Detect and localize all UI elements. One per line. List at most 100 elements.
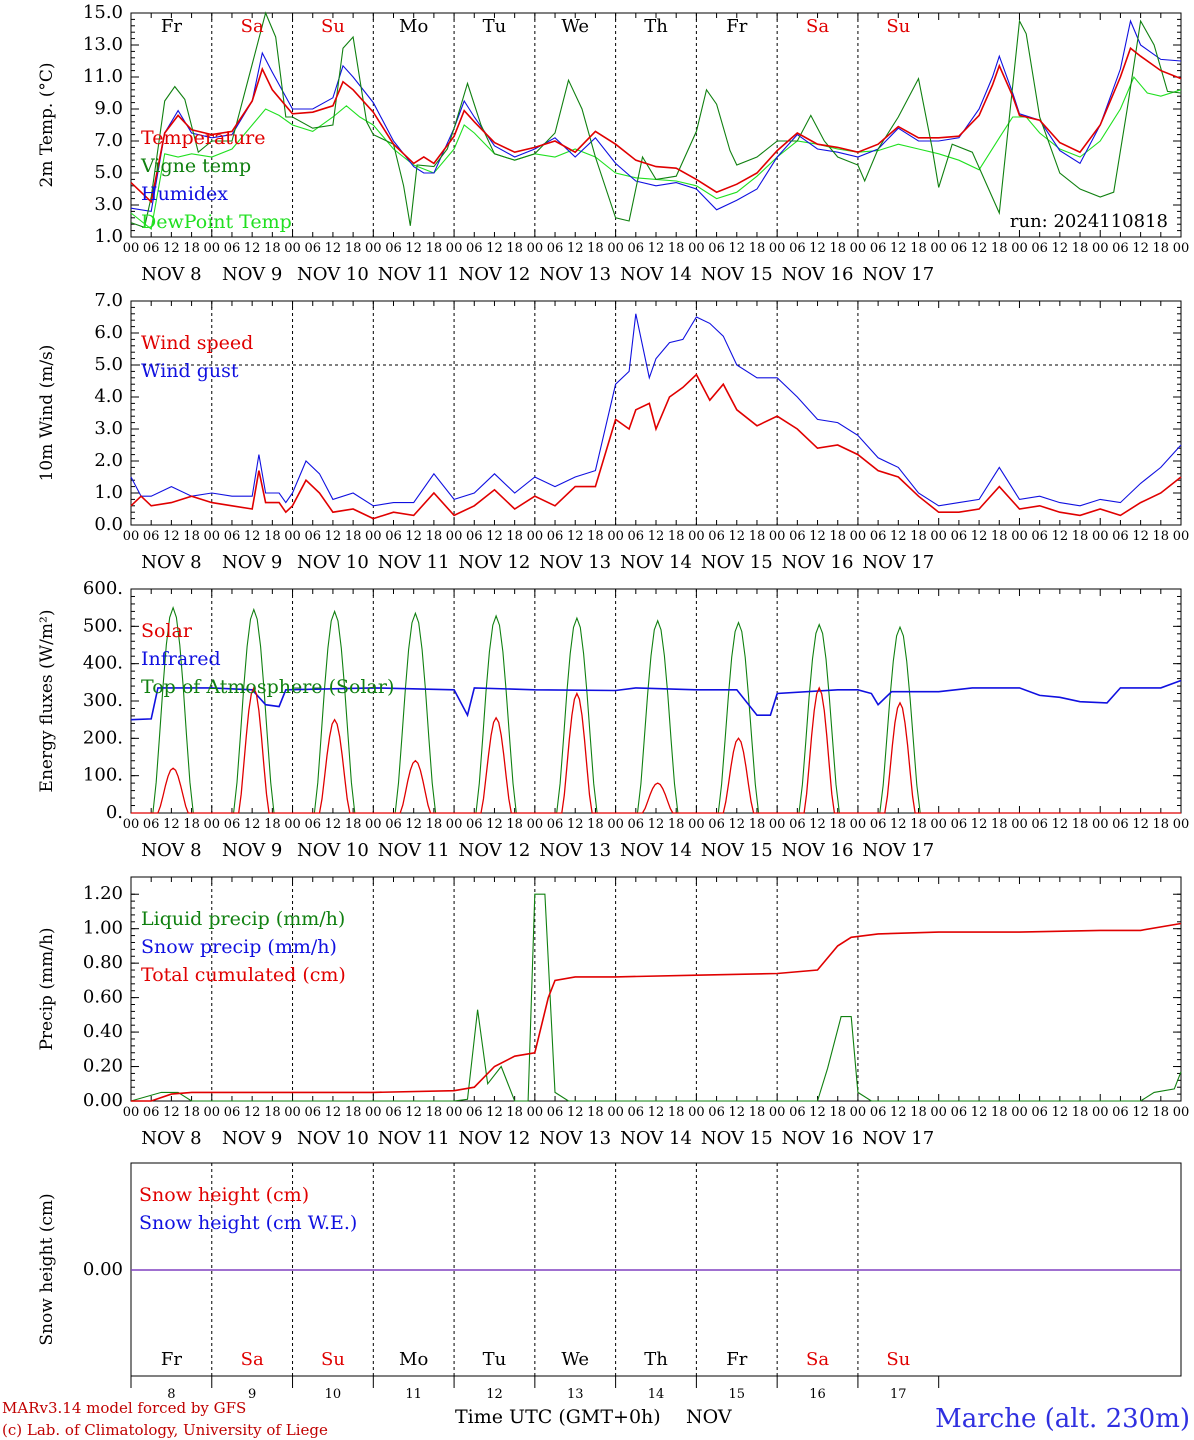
y-tick-label: 100. <box>83 765 123 786</box>
x-tick-label: 18 <box>506 1105 523 1120</box>
x-tick-label: 00 <box>527 241 544 256</box>
x-tick-label: 12 <box>971 529 988 544</box>
day-number: 17 <box>890 1387 907 1402</box>
legend-top-of-atmosphere-solar: Top of Atmosphere (Solar) <box>141 676 394 698</box>
y-tick-label: 0.20 <box>83 1056 123 1077</box>
x-tick-label: 18 <box>1153 1105 1170 1120</box>
x-tick-label: 18 <box>345 817 362 832</box>
x-tick-label: 00 <box>1173 529 1190 544</box>
x-tick-label: 00 <box>203 529 220 544</box>
x-tick-label: 12 <box>890 529 907 544</box>
x-tick-label: 18 <box>587 817 604 832</box>
y-tick-label: 0.0 <box>94 514 123 535</box>
date-label: NOV 17 <box>862 1128 934 1149</box>
x-tick-label: 18 <box>426 529 443 544</box>
x-tick-label: 06 <box>1112 241 1129 256</box>
x-tick-label: 06 <box>466 241 483 256</box>
x-tick-label: 00 <box>446 529 463 544</box>
x-tick-label: 12 <box>486 529 503 544</box>
day-name: Fr <box>161 1349 182 1370</box>
date-label: NOV 16 <box>782 1128 854 1149</box>
date-label: NOV 13 <box>539 264 611 285</box>
y-tick-label: 0.00 <box>83 1090 123 1111</box>
x-tick-label: 00 <box>688 1105 705 1120</box>
x-tick-label: 06 <box>547 241 564 256</box>
day-number: 13 <box>567 1387 584 1402</box>
x-tick-label: 18 <box>587 529 604 544</box>
x-tick-label: 06 <box>304 241 321 256</box>
x-tick-label: 18 <box>587 1105 604 1120</box>
x-tick-label: 06 <box>1112 1105 1129 1120</box>
x-tick-label: 06 <box>1112 529 1129 544</box>
x-tick-label: 06 <box>870 1105 887 1120</box>
x-tick-label: 00 <box>1092 241 1109 256</box>
x-tick-label: 06 <box>951 529 968 544</box>
date-label: NOV 15 <box>701 1128 773 1149</box>
plot-frame <box>130 588 1182 814</box>
y-tick-label: 600. <box>83 578 123 599</box>
x-axis-title: Time UTC (GMT+0h) <box>455 1406 661 1428</box>
x-tick-label: 12 <box>809 241 826 256</box>
x-tick-label: 00 <box>527 817 544 832</box>
x-tick-label: 06 <box>224 1105 241 1120</box>
legend-wind-speed: Wind speed <box>141 332 253 354</box>
date-label: NOV 11 <box>378 264 450 285</box>
x-tick-label: 18 <box>829 241 846 256</box>
x-tick-label: 00 <box>203 817 220 832</box>
x-tick-label: 18 <box>506 529 523 544</box>
x-tick-label: 18 <box>426 241 443 256</box>
date-label: NOV 16 <box>782 840 854 861</box>
x-tick-label: 06 <box>708 1105 725 1120</box>
x-tick-label: 00 <box>850 817 867 832</box>
x-tick-label: 06 <box>628 1105 645 1120</box>
x-tick-label: 00 <box>527 1105 544 1120</box>
x-tick-label: 00 <box>365 1105 382 1120</box>
x-tick-label: 12 <box>244 817 261 832</box>
x-tick-label: 12 <box>648 529 665 544</box>
x-tick-label: 00 <box>1173 817 1190 832</box>
x-tick-label: 06 <box>708 817 725 832</box>
x-tick-label: 12 <box>405 1105 422 1120</box>
y-tick-label: 11.0 <box>83 66 123 87</box>
x-tick-label: 00 <box>850 1105 867 1120</box>
x-tick-label: 00 <box>284 817 301 832</box>
x-tick-label: 00 <box>1173 241 1190 256</box>
station-label: Marche (alt. 230m) <box>935 1404 1190 1434</box>
date-label: NOV 17 <box>862 552 934 573</box>
x-tick-label: 00 <box>850 241 867 256</box>
panel-1: 00 06 12 18 00 06 12 18 00 06 12 18 00 06 12 18 00 06 12 18… <box>37 2 1189 285</box>
x-tick-label: 00 <box>284 241 301 256</box>
x-tick-label: 06 <box>708 241 725 256</box>
plot-frame <box>130 300 1182 526</box>
date-label: NOV 8 <box>141 1128 201 1149</box>
y-tick-label: 0. <box>106 802 123 823</box>
x-tick-label: 12 <box>163 1105 180 1120</box>
x-tick-label: 06 <box>628 817 645 832</box>
x-tick-label: 12 <box>244 241 261 256</box>
series-blue <box>130 19 1182 213</box>
x-tick-label: 18 <box>426 817 443 832</box>
date-label: NOV 9 <box>222 1128 282 1149</box>
x-tick-label: 06 <box>870 817 887 832</box>
x-tick-label: 00 <box>1092 529 1109 544</box>
x-tick-label: 12 <box>728 817 745 832</box>
y-tick-label: 5.0 <box>94 162 123 183</box>
x-tick-label: 06 <box>385 817 402 832</box>
x-tick-label: 18 <box>749 241 766 256</box>
x-tick-label: 06 <box>951 817 968 832</box>
date-label: NOV 12 <box>459 840 531 861</box>
date-label: NOV 11 <box>378 552 450 573</box>
y-tick-label: 15.0 <box>83 2 123 23</box>
legend-solar: Solar <box>141 620 193 642</box>
series-solar <box>131 686 1181 814</box>
date-label: NOV 17 <box>862 264 934 285</box>
x-tick-label: 18 <box>749 1105 766 1120</box>
x-tick-label: 18 <box>910 241 927 256</box>
x-tick-label: 12 <box>728 1105 745 1120</box>
x-tick-label: 18 <box>991 817 1008 832</box>
legend-infrared: Infrared <box>141 648 221 670</box>
date-label: NOV 13 <box>539 552 611 573</box>
credit-line-2: (c) Lab. of Climatology, University of L… <box>2 1421 328 1439</box>
x-tick-label: 00 <box>607 241 624 256</box>
day-name: Su <box>886 1349 910 1370</box>
